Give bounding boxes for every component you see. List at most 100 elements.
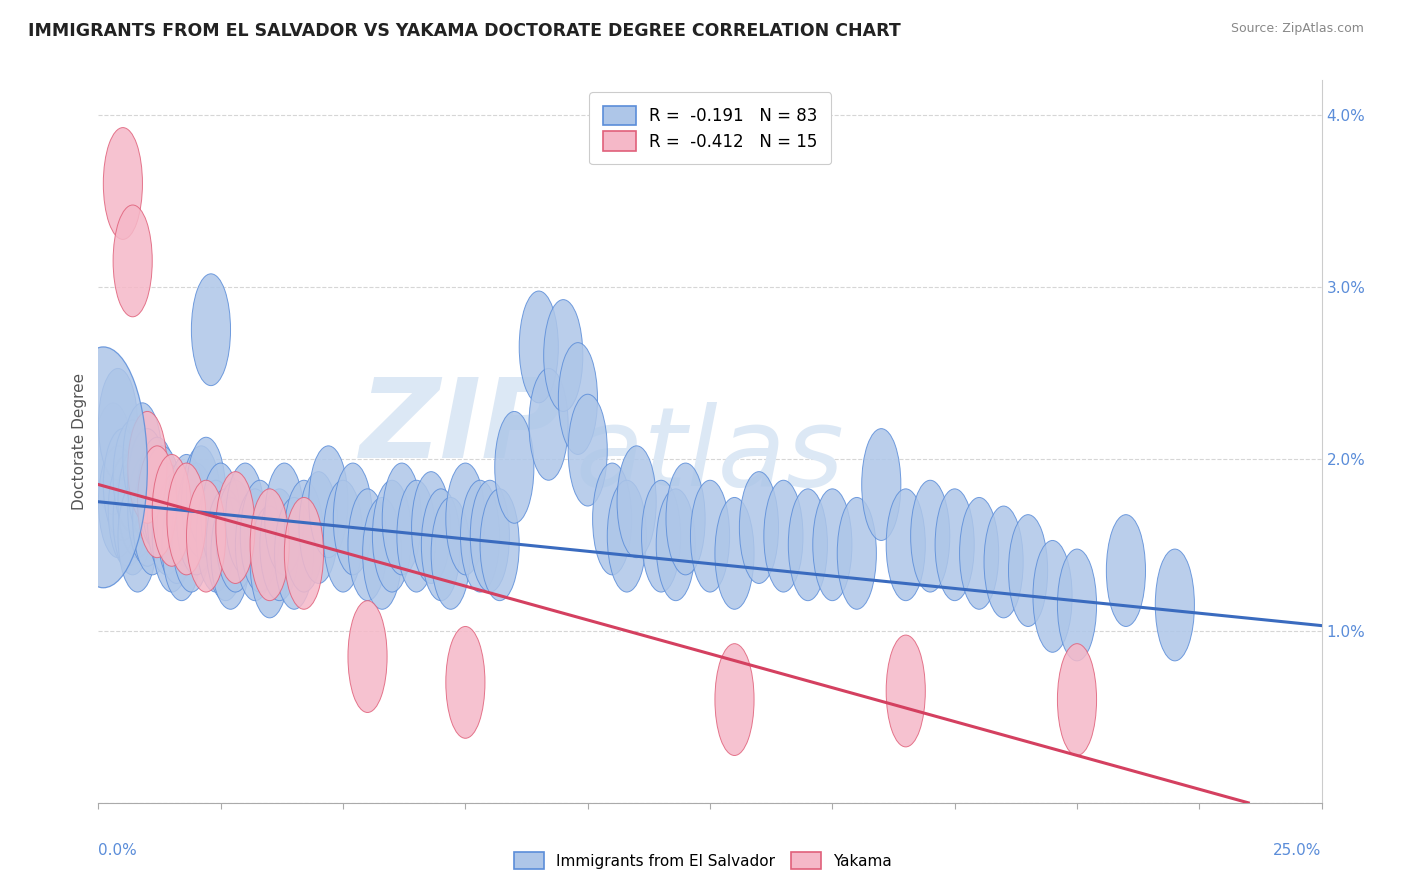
Ellipse shape [98, 368, 138, 480]
Ellipse shape [138, 446, 177, 558]
Ellipse shape [1057, 549, 1097, 661]
Ellipse shape [1008, 515, 1047, 626]
Ellipse shape [235, 489, 274, 600]
Ellipse shape [94, 403, 132, 515]
Ellipse shape [935, 489, 974, 600]
Ellipse shape [122, 403, 162, 515]
Ellipse shape [142, 446, 181, 558]
Ellipse shape [108, 454, 148, 566]
Ellipse shape [666, 463, 706, 574]
Text: ZIP: ZIP [360, 374, 564, 481]
Ellipse shape [1057, 644, 1097, 756]
Ellipse shape [592, 463, 631, 574]
Ellipse shape [118, 446, 157, 558]
Legend: Immigrants from El Salvador, Yakama: Immigrants from El Salvador, Yakama [508, 846, 898, 875]
Ellipse shape [211, 498, 250, 609]
Ellipse shape [217, 472, 254, 583]
Ellipse shape [201, 463, 240, 574]
Ellipse shape [529, 368, 568, 480]
Ellipse shape [446, 463, 485, 574]
Ellipse shape [309, 446, 347, 558]
Ellipse shape [132, 463, 172, 574]
Ellipse shape [432, 498, 470, 609]
Ellipse shape [274, 498, 314, 609]
Text: atlas: atlas [575, 402, 844, 509]
Ellipse shape [763, 480, 803, 592]
Ellipse shape [607, 480, 647, 592]
Ellipse shape [323, 480, 363, 592]
Ellipse shape [167, 454, 207, 566]
Ellipse shape [112, 463, 152, 574]
Ellipse shape [911, 480, 950, 592]
Ellipse shape [886, 489, 925, 600]
Ellipse shape [103, 429, 142, 541]
Ellipse shape [396, 480, 436, 592]
Ellipse shape [333, 463, 373, 574]
Ellipse shape [187, 437, 225, 549]
Ellipse shape [363, 498, 402, 609]
Ellipse shape [617, 446, 657, 558]
Ellipse shape [714, 644, 754, 756]
Ellipse shape [250, 489, 290, 600]
Ellipse shape [789, 489, 828, 600]
Ellipse shape [264, 463, 304, 574]
Ellipse shape [128, 454, 167, 566]
Ellipse shape [177, 463, 217, 574]
Ellipse shape [1156, 549, 1195, 661]
Ellipse shape [260, 489, 299, 600]
Ellipse shape [1033, 541, 1073, 652]
Ellipse shape [959, 498, 998, 609]
Ellipse shape [128, 411, 167, 524]
Ellipse shape [495, 411, 534, 524]
Ellipse shape [172, 480, 211, 592]
Ellipse shape [886, 635, 925, 747]
Ellipse shape [568, 394, 607, 506]
Ellipse shape [191, 274, 231, 385]
Ellipse shape [837, 498, 876, 609]
Ellipse shape [347, 600, 387, 713]
Ellipse shape [641, 480, 681, 592]
Ellipse shape [98, 446, 138, 558]
Text: 0.0%: 0.0% [98, 843, 138, 857]
Ellipse shape [412, 472, 451, 583]
Ellipse shape [162, 489, 201, 600]
Ellipse shape [225, 463, 264, 574]
Ellipse shape [118, 480, 157, 592]
Ellipse shape [112, 205, 152, 317]
Ellipse shape [240, 480, 280, 592]
Ellipse shape [657, 489, 696, 600]
Ellipse shape [544, 300, 583, 411]
Ellipse shape [461, 480, 499, 592]
Ellipse shape [167, 463, 207, 574]
Ellipse shape [382, 463, 422, 574]
Ellipse shape [813, 489, 852, 600]
Ellipse shape [128, 429, 167, 541]
Ellipse shape [103, 128, 142, 239]
Ellipse shape [187, 480, 225, 592]
Ellipse shape [152, 454, 191, 566]
Text: Source: ZipAtlas.com: Source: ZipAtlas.com [1230, 22, 1364, 36]
Ellipse shape [207, 489, 245, 600]
Y-axis label: Doctorate Degree: Doctorate Degree [72, 373, 87, 510]
Ellipse shape [373, 480, 412, 592]
Ellipse shape [250, 506, 290, 618]
Ellipse shape [152, 480, 191, 592]
Text: IMMIGRANTS FROM EL SALVADOR VS YAKAMA DOCTORATE DEGREE CORRELATION CHART: IMMIGRANTS FROM EL SALVADOR VS YAKAMA DO… [28, 22, 901, 40]
Ellipse shape [284, 498, 323, 609]
Ellipse shape [197, 480, 235, 592]
Legend: R =  -0.191   N = 83, R =  -0.412   N = 15: R = -0.191 N = 83, R = -0.412 N = 15 [589, 92, 831, 164]
Ellipse shape [862, 429, 901, 541]
Ellipse shape [181, 446, 221, 558]
Ellipse shape [714, 498, 754, 609]
Ellipse shape [446, 626, 485, 739]
Ellipse shape [299, 472, 339, 583]
Ellipse shape [347, 489, 387, 600]
Ellipse shape [217, 480, 254, 592]
Ellipse shape [422, 489, 461, 600]
Ellipse shape [470, 480, 509, 592]
Ellipse shape [740, 472, 779, 583]
Ellipse shape [157, 472, 197, 583]
Ellipse shape [479, 489, 519, 600]
Ellipse shape [558, 343, 598, 454]
Ellipse shape [148, 463, 187, 574]
